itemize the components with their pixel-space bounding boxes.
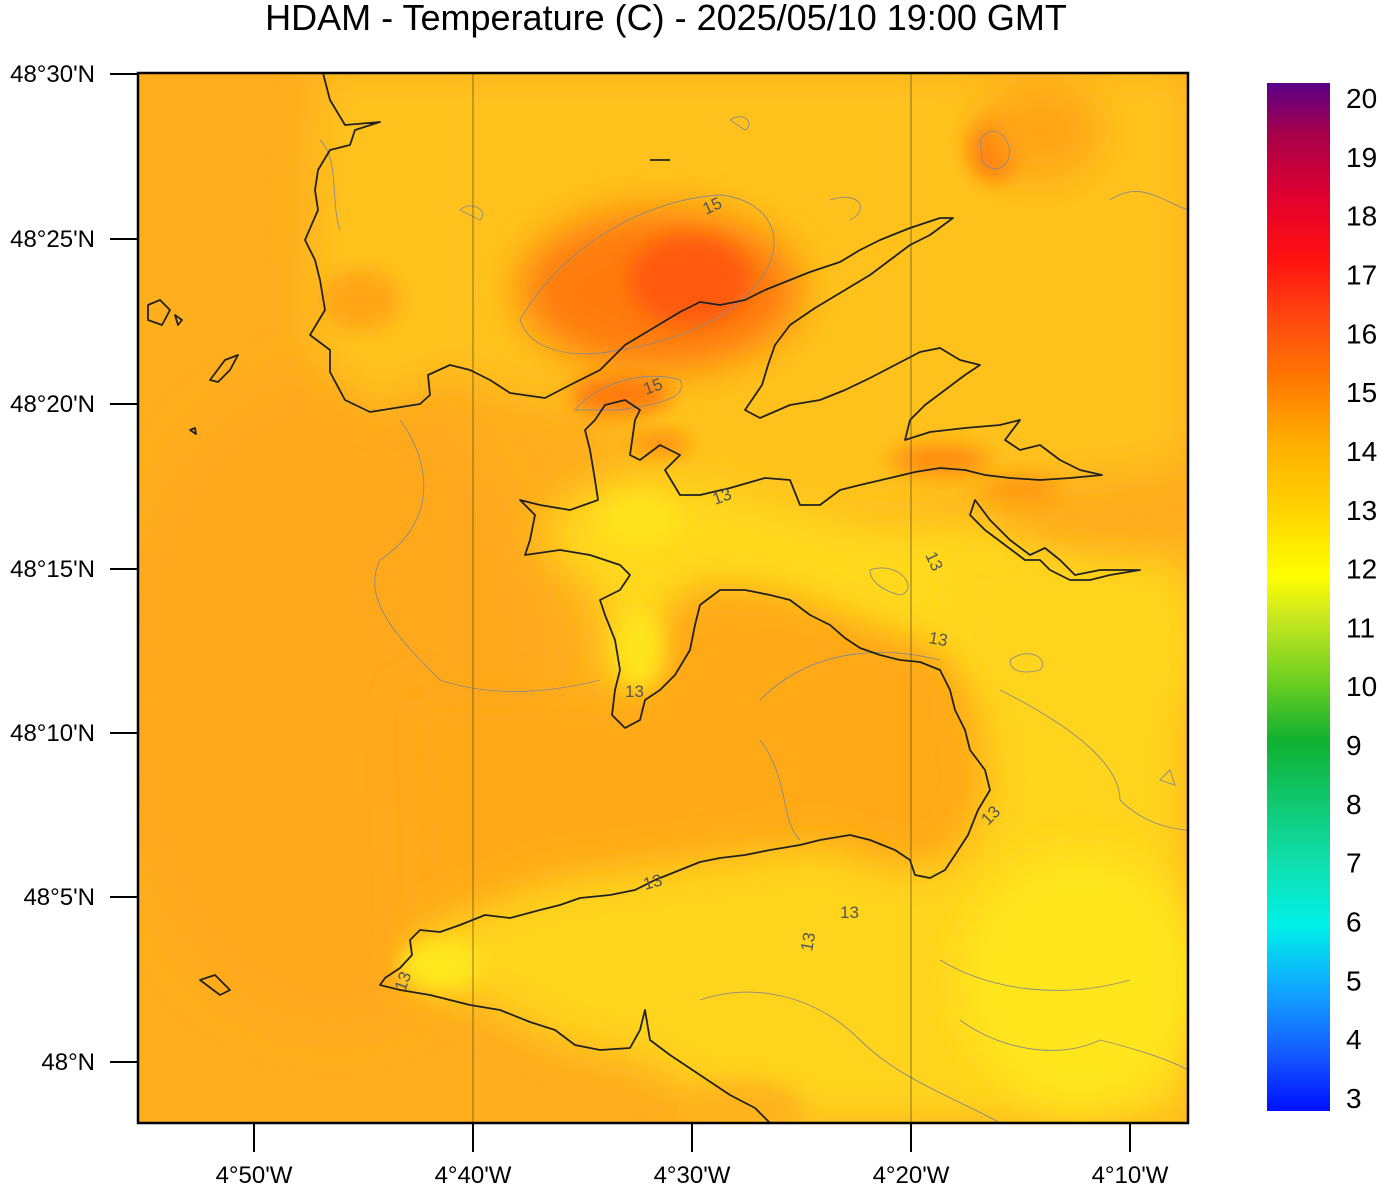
- contour-label: 13: [927, 628, 949, 650]
- contour-line-15: [519, 194, 775, 355]
- colorbar-label: 19: [1346, 142, 1377, 173]
- latitude-label: 48°25'N: [10, 226, 95, 253]
- contour-label: 13: [641, 871, 664, 894]
- longitude-label: 4°50'W: [216, 1162, 293, 1188]
- latitude-label: 48°N: [41, 1049, 95, 1076]
- colorbar-label: 5: [1346, 965, 1362, 996]
- colorbar-label: 8: [1346, 789, 1362, 820]
- coastline-island-sein: [199, 974, 231, 996]
- colorbar-gradient: [1267, 83, 1330, 1111]
- colorbar-label: 9: [1346, 730, 1362, 761]
- latitude-axis: 48°30'N 48°25'N 48°20'N 48°15'N 48°10'N …: [10, 61, 138, 1076]
- longitude-axis: 4°50'W 4°40'W 4°30'W 4°20'W 4°10'W: [216, 1123, 1169, 1188]
- coastline-north: [304, 73, 1103, 1123]
- contour-label: 13: [625, 682, 644, 701]
- latitude-label: 48°20'N: [10, 391, 95, 418]
- latitude-label: 48°30'N: [10, 61, 95, 88]
- latitude-label: 48°10'N: [10, 720, 95, 747]
- longitude-label: 4°30'W: [654, 1162, 731, 1188]
- colorbar-label: 15: [1346, 377, 1377, 408]
- colorbar-label: 16: [1346, 318, 1377, 349]
- coastline-island-molene: [147, 299, 171, 326]
- colorbar-label: 4: [1346, 1024, 1362, 1055]
- longitude-label: 4°20'W: [873, 1162, 950, 1188]
- colorbar-label: 20: [1346, 83, 1377, 114]
- latitude-label: 48°15'N: [10, 556, 95, 583]
- contour-line-15-south: [574, 375, 682, 411]
- longitude-label: 4°40'W: [435, 1162, 512, 1188]
- temperature-field: [138, 73, 1188, 1123]
- colorbar-label: 3: [1346, 1083, 1362, 1114]
- latitude-label: 48°5'N: [23, 884, 95, 911]
- colorbar-label: 17: [1346, 260, 1377, 291]
- plot-frame: [136, 71, 1190, 1125]
- colorbar-labels: 20 19 18 17 16 15 14 13 12 11 10 9 8 7 6 5 4 3: [1346, 83, 1377, 1114]
- colorbar-label: 18: [1346, 201, 1377, 232]
- coastline-island-ouessant: [209, 354, 239, 383]
- colorbar-label: 7: [1346, 848, 1362, 879]
- colorbar-label: 14: [1346, 436, 1377, 467]
- colorbar-label: 6: [1346, 907, 1362, 938]
- colorbar-label: 12: [1346, 554, 1377, 585]
- colorbar-label: 10: [1346, 671, 1377, 702]
- colorbar-label: 11: [1346, 612, 1375, 643]
- colorbar-label: 13: [1346, 495, 1377, 526]
- longitude-label: 4°10'W: [1092, 1162, 1169, 1188]
- colorbar: 20 19 18 17 16 15 14 13 12 11 10 9 8 7 6 5 4 3: [1267, 83, 1377, 1114]
- map-title: HDAM - Temperature (C) - 2025/05/10 19:0…: [265, 0, 1067, 38]
- contour-label: 13: [840, 903, 859, 922]
- contour-label: 13: [797, 931, 819, 953]
